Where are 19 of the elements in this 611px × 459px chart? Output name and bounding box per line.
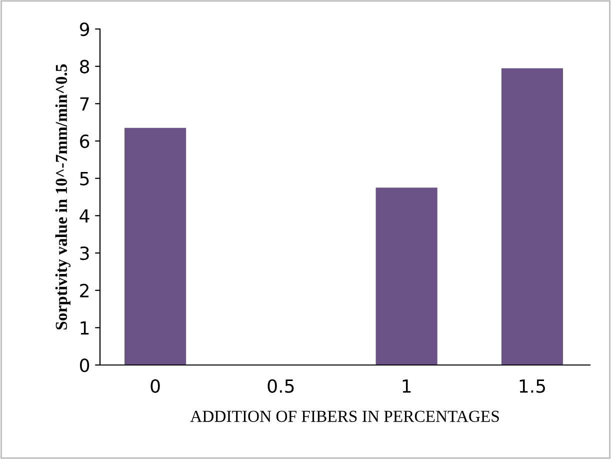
y-tick-label: 9 (80, 22, 90, 36)
y-tick-label: 8 (80, 60, 90, 74)
y-tick-label: 4 (80, 209, 90, 223)
x-tick-label: 1.5 (520, 379, 545, 393)
y-axis-title: Sorptivity value in 10^-7mm/min^0.5 (55, 64, 70, 330)
y-tick-label: 5 (80, 172, 89, 186)
x-axis-title: ADDITION OF FIBERS IN PERCENTAGES (190, 410, 499, 422)
y-tick-label: 6 (80, 134, 90, 148)
x-tick-label: 1 (402, 379, 411, 393)
y-tick-label: 3 (80, 246, 89, 260)
y-tick-label: 1 (80, 321, 89, 335)
bar (376, 188, 438, 365)
y-tick-label: 7 (80, 97, 89, 111)
x-tick-label: 0 (150, 379, 160, 393)
x-tick-label: 0.5 (268, 379, 294, 393)
bar (501, 68, 563, 365)
y-tick-label: 0 (80, 358, 90, 372)
y-tick-label: 2 (80, 284, 88, 298)
bar (124, 128, 186, 365)
